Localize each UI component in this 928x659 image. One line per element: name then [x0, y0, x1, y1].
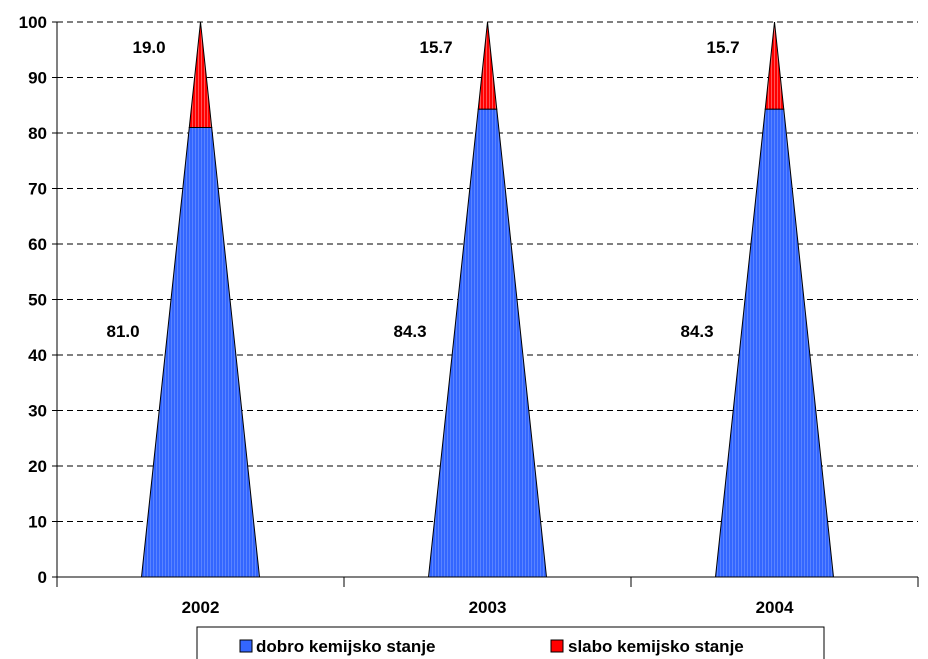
y-tick-label: 70: [28, 180, 47, 199]
y-tick-label: 20: [28, 457, 47, 476]
y-tick-label: 30: [28, 402, 47, 421]
legend-label: slabo kemijsko stanje: [568, 637, 744, 656]
y-tick-label: 40: [28, 346, 47, 365]
cone-segment-bad: [764, 21, 785, 110]
y-tick-label: 100: [19, 13, 47, 32]
x-tick-label: 2004: [756, 598, 794, 617]
legend-label: dobro kemijsko stanje: [256, 637, 436, 656]
legend-box: [196, 626, 825, 659]
legend-swatch: [239, 639, 253, 653]
x-tick-label: 2002: [182, 598, 220, 617]
data-label: 19.0: [133, 38, 166, 57]
x-tick-label: 2003: [469, 598, 507, 617]
y-tick-label: 90: [28, 69, 47, 88]
cone-segment-good: [140, 126, 261, 578]
y-tick-label: 80: [28, 124, 47, 143]
cones: [140, 21, 835, 578]
y-tick-label: 60: [28, 235, 47, 254]
cone-segment-bad: [477, 21, 498, 110]
y-tick-label: 0: [38, 568, 47, 587]
data-label: 84.3: [681, 322, 714, 341]
cone-segment-bad: [188, 21, 213, 128]
data-label: 15.7: [707, 38, 740, 57]
data-labels: 81.0 19.0 84.3 15.7 84.3 15.7: [107, 38, 740, 341]
legend-swatch: [550, 639, 564, 653]
data-label: 15.7: [420, 38, 453, 57]
data-label: 81.0: [107, 322, 140, 341]
y-tick-label: 10: [28, 513, 47, 532]
y-tick-label: 50: [28, 291, 47, 310]
legend: dobro kemijsko stanje slabo kemijsko stan…: [196, 626, 825, 659]
cone-segment-good: [714, 108, 835, 578]
cone-segment-good: [427, 108, 548, 578]
data-label: 84.3: [394, 322, 427, 341]
